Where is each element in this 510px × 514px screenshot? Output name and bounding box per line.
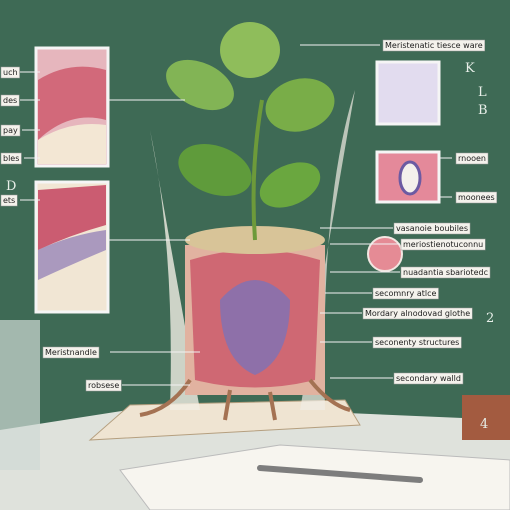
label-tag — [0, 152, 22, 165]
book — [119, 444, 510, 511]
label: nuadantia sbariotedc — [403, 268, 488, 277]
chalk-mark: 4 — [480, 417, 488, 432]
label: secomnry atlce — [375, 289, 436, 298]
label-tag — [455, 152, 489, 165]
label-tag — [400, 266, 491, 279]
label: secondary walld — [396, 374, 461, 383]
tissue-layer — [38, 185, 106, 250]
leaf — [265, 78, 335, 132]
chalk-mark: D — [6, 179, 16, 194]
chalk-mark: K — [465, 61, 475, 76]
label-tag — [42, 346, 100, 359]
label-tag — [382, 39, 485, 52]
label: meriostienotuconnu — [403, 240, 483, 249]
label: rnooen — [458, 154, 486, 163]
soil — [185, 226, 325, 254]
label-tag — [372, 287, 439, 300]
label: des — [3, 96, 17, 105]
leaf — [178, 143, 252, 197]
label: uch — [3, 68, 18, 77]
label-tag — [372, 336, 462, 349]
cell-detail — [367, 236, 403, 272]
label-tag — [400, 238, 486, 251]
pen — [257, 465, 423, 483]
book-stack — [462, 395, 510, 440]
label-tag — [455, 191, 497, 204]
label-tag — [0, 66, 20, 79]
label: bles — [3, 154, 19, 163]
label: Meristenatic tiesce ware — [385, 41, 483, 50]
label: Mordary alnodovad glothe — [365, 309, 470, 318]
chalk-mark: B — [478, 103, 488, 118]
label-tag — [393, 222, 471, 235]
label: moonees — [458, 193, 495, 202]
tissue-layer — [38, 124, 106, 164]
roots — [139, 378, 351, 421]
tissue-layer — [38, 230, 106, 280]
leaf — [166, 59, 234, 111]
leader-lines — [20, 44, 452, 386]
tissue-layer — [38, 66, 106, 140]
label-tag — [393, 372, 464, 385]
stem — [251, 99, 264, 241]
label: ets — [3, 196, 15, 205]
label: Meristnandle — [45, 348, 97, 357]
tissue-panel — [375, 60, 441, 126]
label-tag — [362, 307, 473, 320]
leaf — [220, 22, 280, 78]
label-tag — [0, 94, 20, 107]
label: seconenty structures — [375, 338, 459, 347]
label-tag — [85, 379, 122, 392]
chalk-mark: L — [478, 85, 487, 100]
cell-detail — [398, 160, 422, 196]
label: vasanoie boubiles — [396, 224, 468, 233]
leaf — [259, 162, 321, 208]
label: pay — [3, 126, 18, 135]
label-tag — [0, 124, 21, 137]
chalk-mark: 2 — [486, 311, 494, 326]
label: robsese — [88, 381, 119, 390]
labels: uch des pay bles ets Meristnandle robsese Meris… — [0, 39, 497, 392]
vascular-core — [220, 280, 290, 375]
label-tag — [0, 194, 18, 207]
flask — [0, 320, 40, 470]
